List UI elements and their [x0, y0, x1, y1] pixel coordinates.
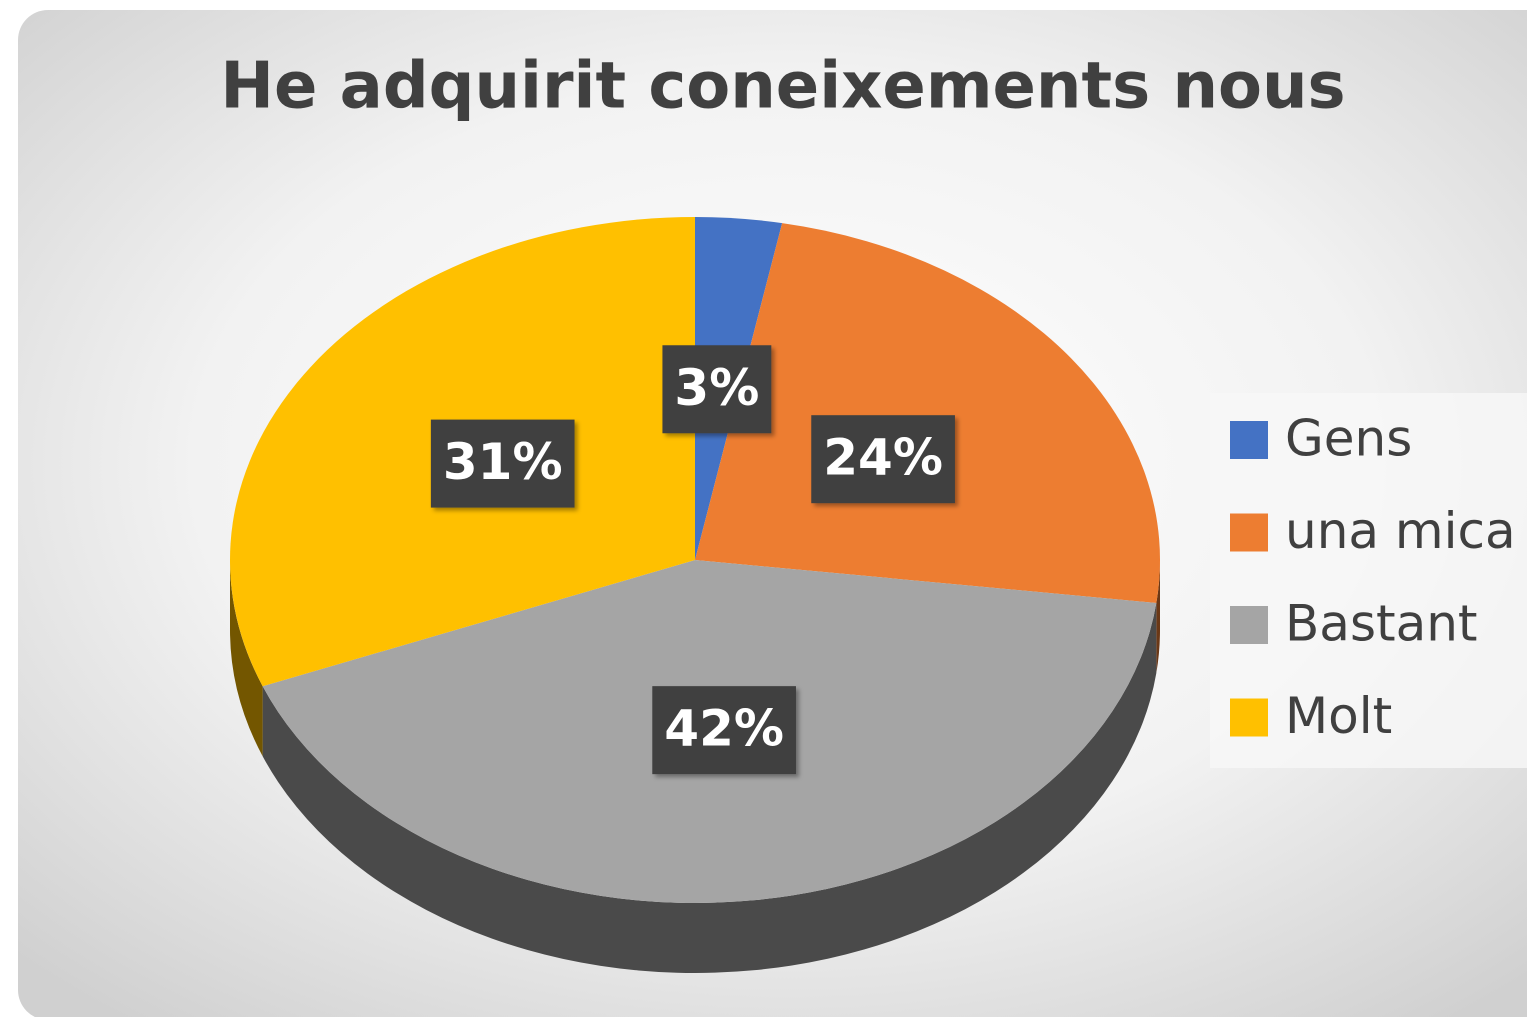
- data-label: 24%: [823, 429, 943, 487]
- legend-label: Gens: [1285, 410, 1412, 468]
- data-label-box: [811, 415, 955, 504]
- legend-swatch: [1230, 421, 1268, 459]
- pie-slice: [695, 223, 1161, 603]
- legend-swatch: [1230, 513, 1268, 552]
- data-label-group: 31%: [430, 419, 575, 508]
- legend-swatch: [1230, 698, 1268, 737]
- data-label-group: 3%: [662, 345, 772, 434]
- legend-label: una mica: [1285, 502, 1516, 560]
- data-label-group: 24%: [811, 415, 955, 504]
- data-label-group: 42%: [652, 686, 796, 775]
- data-label: 3%: [674, 359, 759, 417]
- pie-side: [1156, 560, 1160, 673]
- data-label: 42%: [664, 700, 784, 758]
- data-label-box: [430, 419, 575, 508]
- legend-label: Molt: [1285, 687, 1392, 745]
- pie-side: [262, 602, 1157, 973]
- chart-title: He adquirit coneixements nous: [220, 50, 1345, 124]
- data-label-box: [652, 686, 796, 775]
- pie-side: [230, 560, 263, 757]
- legend-label: Bastant: [1285, 595, 1478, 653]
- data-label-box: [662, 345, 772, 434]
- data-label: 31%: [443, 433, 563, 491]
- legend-swatch: [1230, 606, 1268, 644]
